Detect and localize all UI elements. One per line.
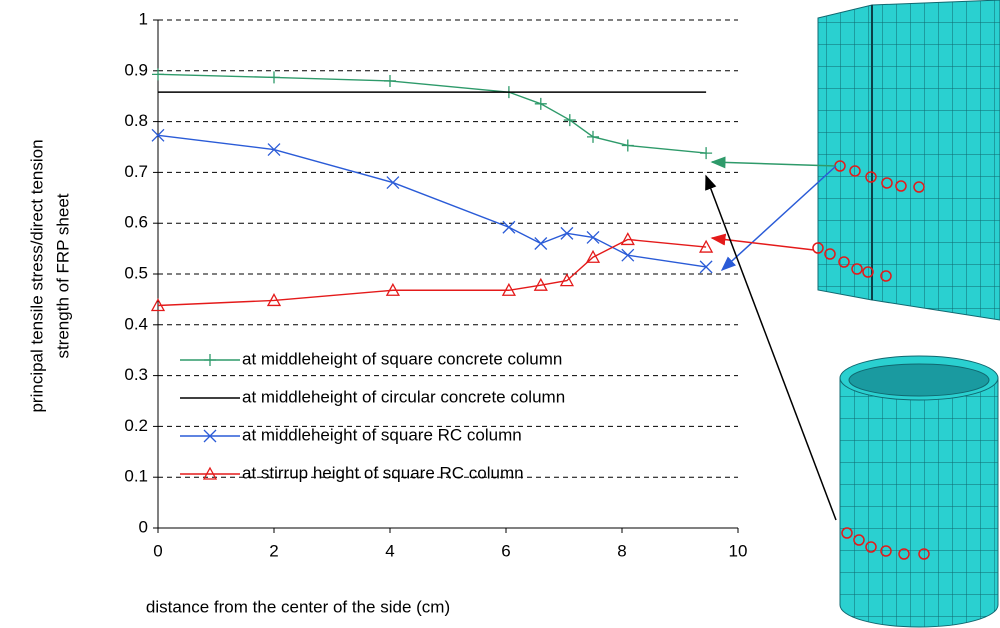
series-line (158, 135, 706, 267)
y-axis-title: strength of FRP sheet (53, 193, 72, 358)
marker (204, 354, 216, 366)
marker (384, 75, 396, 87)
y-tick-label: 0.7 (124, 162, 148, 181)
marker (268, 71, 280, 83)
y-tick-label: 0.3 (124, 365, 148, 384)
y-tick-label: 0.9 (124, 60, 148, 79)
marker (503, 221, 515, 233)
series-line (158, 74, 706, 153)
marker (622, 139, 634, 151)
y-tick-label: 0 (139, 517, 148, 536)
square-column-image (813, 0, 1000, 320)
x-axis-title: distance from the center of the side (cm… (146, 597, 450, 616)
marker (152, 68, 164, 80)
marker (587, 131, 599, 143)
y-axis-title: principal tensile stress/direct tension (27, 139, 46, 412)
marker (387, 177, 399, 189)
arrows (706, 162, 836, 520)
x-tick-label: 10 (729, 541, 748, 560)
series-line (158, 239, 706, 305)
circular-column-image (840, 356, 998, 627)
x-tick-label: 6 (501, 541, 510, 560)
y-tick-label: 0.1 (124, 467, 148, 486)
legend-label: at middleheight of square concrete colum… (242, 349, 562, 368)
legend-label: at middleheight of square RC column (242, 425, 522, 444)
x-tick-label: 0 (153, 541, 162, 560)
marker (700, 147, 712, 159)
y-tick-label: 1 (139, 9, 148, 28)
y-tick-label: 0.8 (124, 111, 148, 130)
marker (564, 114, 576, 126)
marker (535, 98, 547, 110)
y-tick-label: 0.6 (124, 213, 148, 232)
y-tick-label: 0.4 (124, 314, 148, 333)
x-tick-label: 4 (385, 541, 394, 560)
legend-label: at stirrup height of square RC column (242, 463, 524, 482)
y-tick-label: 0.2 (124, 416, 148, 435)
chart: distance from the center of the side (cm… (0, 0, 1000, 628)
legend-label: at middleheight of circular concrete col… (242, 387, 565, 406)
marker (535, 238, 547, 250)
y-tick-label: 0.5 (124, 263, 148, 282)
x-tick-label: 2 (269, 541, 278, 560)
x-tick-label: 8 (617, 541, 626, 560)
